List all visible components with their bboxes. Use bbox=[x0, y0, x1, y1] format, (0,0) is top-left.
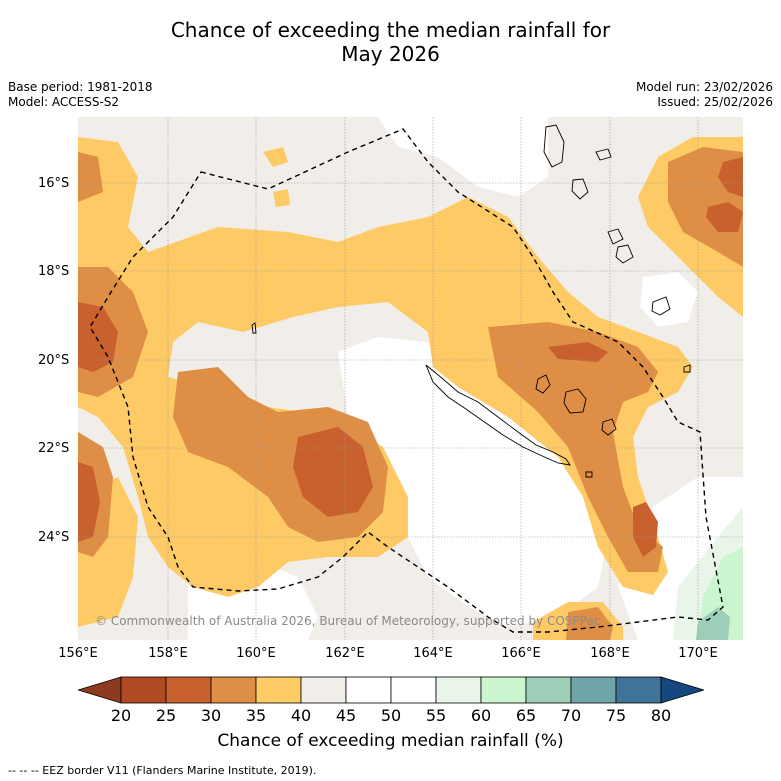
green-region-dark bbox=[696, 607, 730, 640]
eez-legend-text: -- -- -- EEZ border V11 (Flanders Marine… bbox=[8, 764, 317, 777]
chart-title: Chance of exceeding the median rainfall … bbox=[0, 18, 781, 66]
region-35-40-left bbox=[78, 137, 693, 597]
colorbar-box bbox=[300, 676, 347, 704]
lon-label-158e: 158°E bbox=[148, 646, 188, 661]
lon-label-156e: 156°E bbox=[58, 646, 98, 661]
isle-of-pines-coast bbox=[585, 471, 593, 478]
region-25-30-center bbox=[293, 427, 373, 517]
meta-right: Model run: 23/02/2026 Issued: 25/02/2026 bbox=[636, 80, 773, 110]
colorbar-box bbox=[480, 676, 527, 704]
region-25-30-right bbox=[718, 157, 743, 197]
colorbar-label: 40 bbox=[290, 706, 312, 725]
colorbar-title: Chance of exceeding median rainfall (%) bbox=[217, 731, 564, 751]
region-35-40-small-top bbox=[263, 147, 288, 167]
copyright-text: © Commonwealth of Australia 2026, Bureau… bbox=[95, 614, 601, 628]
lat-label-16s: 16°S bbox=[38, 176, 70, 191]
region-35-40-small-top2 bbox=[273, 189, 290, 207]
lon-label-160e: 160°E bbox=[236, 646, 276, 661]
loyalty-island-1-coast bbox=[535, 374, 551, 394]
colorbar-box bbox=[570, 676, 617, 704]
lon-label-166e: 166°E bbox=[501, 646, 541, 661]
colorbar-box bbox=[345, 676, 392, 704]
vanuatu-efate-coast bbox=[607, 228, 624, 245]
vanuatu-island-coast bbox=[595, 148, 612, 161]
colorbar-extend-high bbox=[660, 676, 706, 704]
colorbar-box bbox=[120, 676, 167, 704]
title-line-2: May 2026 bbox=[341, 42, 440, 66]
model-run-text: Model run: 23/02/2026 bbox=[635, 80, 773, 94]
colorbar-label: 25 bbox=[155, 706, 177, 725]
colorbar-box bbox=[255, 676, 302, 704]
white-region-center bbox=[338, 337, 608, 627]
colorbar-box bbox=[435, 676, 482, 704]
region-25-30-right2 bbox=[706, 202, 743, 232]
lat-label-18s: 18°S bbox=[38, 264, 70, 279]
colorbar-box bbox=[615, 676, 662, 704]
colorbar-box bbox=[525, 676, 572, 704]
meta-left: Base period: 1981-2018 Model: ACCESS-S2 bbox=[8, 80, 153, 110]
colorbar-label: 20 bbox=[110, 706, 132, 725]
lon-label-168e: 168°E bbox=[590, 646, 630, 661]
region-25-30-bottom-left bbox=[78, 462, 100, 542]
eez-border bbox=[89, 128, 724, 633]
colorbar-label: 55 bbox=[425, 706, 447, 725]
region-25-30-left bbox=[78, 302, 118, 372]
loyalty-island-3-coast bbox=[601, 418, 617, 436]
colorbar-svg bbox=[76, 676, 706, 704]
issued-text: Issued: 25/02/2026 bbox=[657, 95, 773, 109]
colorbar-label: 70 bbox=[560, 706, 582, 725]
colorbar-label: 35 bbox=[245, 706, 267, 725]
chesterfield-coast bbox=[251, 322, 257, 334]
colorbar-extend-low bbox=[76, 676, 122, 704]
colorbar-label: 50 bbox=[380, 706, 402, 725]
white-region-right-island bbox=[640, 272, 698, 327]
colorbar-box bbox=[210, 676, 257, 704]
title-line-1: Chance of exceeding the median rainfall … bbox=[170, 18, 611, 42]
map-svg bbox=[78, 117, 743, 640]
coastlines bbox=[251, 124, 691, 478]
vanuatu-espiritu-santo-coast bbox=[543, 124, 565, 168]
region-30-35-bottom-center bbox=[566, 607, 613, 640]
lat-label-20s: 20°S bbox=[38, 353, 70, 368]
colorbar-box bbox=[390, 676, 437, 704]
graticule bbox=[78, 117, 743, 640]
vanuatu-tanna-coast bbox=[651, 296, 671, 316]
lat-label-24s: 24°S bbox=[38, 530, 70, 545]
colorbar-label: 80 bbox=[650, 706, 672, 725]
region-30-35-east bbox=[488, 322, 663, 572]
colorbar-label: 65 bbox=[515, 706, 537, 725]
region-25-30-southeast bbox=[633, 502, 658, 557]
region-30-35-top-left bbox=[78, 152, 103, 202]
colorbar bbox=[76, 676, 706, 708]
lon-label-170e: 170°E bbox=[678, 646, 718, 661]
lat-label-22s: 22°S bbox=[38, 441, 70, 456]
base-period-text: Base period: 1981-2018 bbox=[8, 80, 153, 94]
new-caledonia-coast bbox=[425, 364, 571, 466]
vanuatu-erromango-coast bbox=[615, 244, 634, 264]
colorbar-label: 45 bbox=[335, 706, 357, 725]
rainfall-map bbox=[78, 117, 743, 640]
colorbar-label: 75 bbox=[605, 706, 627, 725]
hunter-island-coast bbox=[683, 364, 691, 373]
vanuatu-malakula-coast bbox=[571, 178, 589, 200]
colorbar-box bbox=[165, 676, 212, 704]
colorbar-label: 30 bbox=[200, 706, 222, 725]
lon-label-164e: 164°E bbox=[413, 646, 453, 661]
loyalty-island-2-coast bbox=[563, 388, 587, 414]
colorbar-label: 60 bbox=[470, 706, 492, 725]
lon-label-162e: 162°E bbox=[325, 646, 365, 661]
region-25-30-east bbox=[548, 342, 608, 362]
model-text: Model: ACCESS-S2 bbox=[8, 95, 120, 109]
white-region-top bbox=[378, 117, 548, 197]
